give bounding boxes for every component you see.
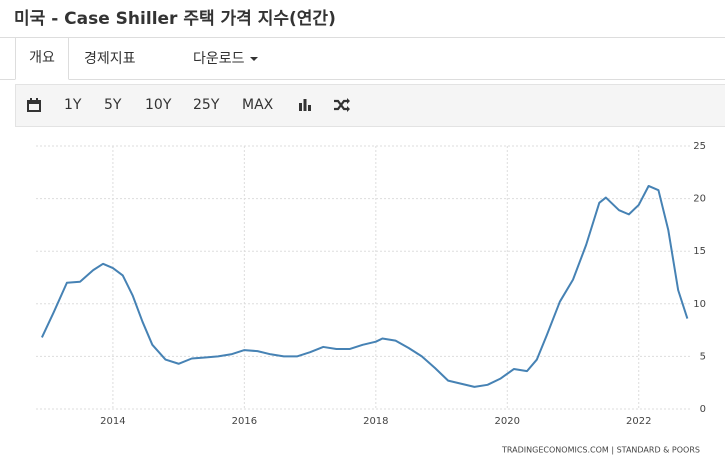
x-tick-label: 2016 (232, 416, 257, 427)
caret (249, 57, 258, 61)
tab-label: 다운로드 (193, 51, 245, 67)
toolbar: 1Y 5Y 10Y 25Y MAX (15, 84, 725, 127)
calendar-icon[interactable] (26, 97, 42, 113)
page-title: 미국 - Case Shiller 주택 가격 지수(연간) (14, 9, 336, 29)
chart: TRADINGECONOMICS.COM | STANDARD & POORS … (36, 141, 706, 455)
tab[interactable]: 다운로드 (193, 48, 259, 68)
x-tick-label: 2020 (495, 416, 520, 427)
y-tick-label: 10 (693, 299, 706, 310)
range-button[interactable]: 10Y (145, 97, 172, 113)
x-tick-label: 2014 (100, 416, 125, 427)
y-tick-label: 20 (693, 194, 706, 205)
range-button[interactable]: MAX (242, 97, 274, 113)
range-button[interactable]: 5Y (104, 97, 122, 113)
x-tick-label: 2022 (626, 416, 651, 427)
y-tick-label: 0 (700, 404, 706, 415)
line (41, 184, 689, 388)
range-button[interactable]: 1Y (64, 97, 82, 113)
y-tick-label: 15 (693, 246, 706, 257)
source: TRADINGECONOMICS.COM | STANDARD & POORS (501, 446, 700, 455)
range-button[interactable]: 25Y (193, 97, 220, 113)
x-tick-label: 2018 (363, 416, 388, 427)
tab[interactable]: 개요 (15, 37, 69, 80)
tabs: 개요 경제지표 다운로드 (0, 37, 725, 80)
tab[interactable]: 경제지표 (84, 51, 136, 67)
y-tick-label: 5 (700, 351, 706, 362)
bar-chart-icon[interactable] (298, 97, 312, 113)
y-tick-label: 25 (693, 141, 706, 152)
shuffle-icon[interactable] (333, 97, 351, 113)
